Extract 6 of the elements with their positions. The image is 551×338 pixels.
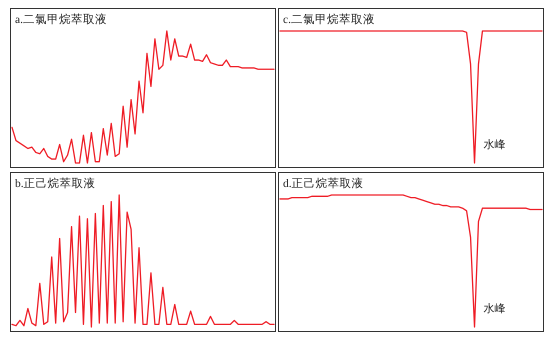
title: c.二氯甲烷萃取液 (283, 14, 375, 26)
annotation: 水峰 (484, 139, 506, 151)
title: a.二氯甲烷萃取液 (15, 14, 107, 26)
title: b.正己烷萃取液 (15, 178, 96, 190)
annotation: 水峰 (484, 303, 506, 315)
title: d.正己烷萃取液 (283, 178, 364, 190)
